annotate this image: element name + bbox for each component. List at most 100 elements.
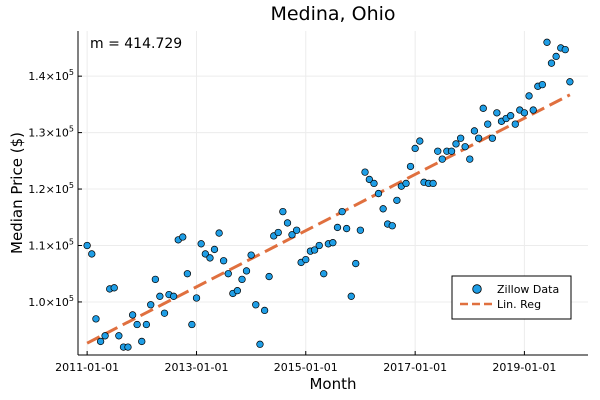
data-point [493, 109, 501, 117]
data-point [183, 270, 192, 278]
x-tick-label: 2011-01-01 [55, 361, 119, 374]
data-point [115, 332, 123, 340]
data-point [288, 231, 296, 239]
data-point [256, 340, 264, 348]
y-tick-label-exponent: 5 [69, 237, 74, 246]
data-point [561, 45, 569, 54]
data-point [151, 275, 160, 284]
y-tick-label-base: 1.0×10 [28, 296, 69, 309]
data-point [479, 104, 487, 112]
y-tick-label: 1.4×105 [28, 68, 74, 83]
y-tick-label-base: 1.1×10 [28, 239, 69, 252]
data-point [206, 254, 214, 262]
data-point [88, 250, 96, 258]
data-point [466, 155, 474, 163]
data-point [215, 229, 223, 237]
y-tick-label-exponent: 5 [69, 181, 74, 190]
x-tick-label: 2015-01-01 [274, 361, 338, 374]
data-point [247, 251, 255, 259]
data-point [511, 120, 519, 128]
ticks: 2011-01-01 2013-01-01 2015-01-01 2017-01-01… [28, 68, 556, 374]
data-point [292, 226, 301, 234]
y-tick-label-base: 1.4×10 [28, 70, 69, 83]
legend-marker-zillow-data [472, 284, 482, 294]
data-point [506, 112, 515, 120]
y-tick-label: 1.2×105 [28, 181, 74, 196]
data-point [224, 270, 232, 278]
y-tick-label-exponent: 5 [69, 294, 74, 303]
data-point [110, 284, 118, 292]
data-point [356, 226, 365, 234]
data-point [452, 140, 460, 148]
data-point [347, 292, 355, 300]
data-point [447, 147, 456, 155]
data-point [128, 311, 137, 319]
y-tick-label-exponent: 5 [69, 68, 74, 77]
x-tick-label: 2019-01-01 [492, 361, 556, 374]
data-point [265, 272, 273, 281]
data-point [279, 207, 287, 216]
data-point [210, 245, 219, 254]
y-tick-label-base: 1.2×10 [28, 183, 69, 196]
data-point [302, 255, 310, 264]
y-tick-label-exponent: 5 [69, 125, 74, 134]
x-tick-label: 2013-01-01 [165, 361, 229, 374]
y-axis-title: Median Price ($) [8, 132, 26, 254]
data-point [260, 306, 269, 315]
data-point [429, 179, 437, 188]
data-point [147, 301, 155, 309]
data-point [434, 147, 442, 155]
data-point [416, 137, 424, 145]
data-point [274, 228, 282, 237]
data-point [188, 320, 196, 329]
data-point [201, 250, 210, 258]
data-point [219, 257, 228, 265]
y-tick-label-base: 1.3×10 [28, 127, 69, 140]
y-tick-label: 1.3×105 [28, 125, 74, 140]
data-point [160, 309, 169, 317]
data-point [197, 240, 205, 248]
x-tick-label: 2017-01-01 [383, 361, 447, 374]
data-point [470, 127, 479, 135]
data-point [379, 205, 387, 213]
data-point [138, 337, 146, 346]
data-point [192, 294, 201, 302]
data-point [283, 219, 292, 227]
data-point [552, 52, 560, 61]
data-point [438, 155, 446, 163]
data-point [538, 80, 547, 89]
plot-frame [77, 31, 588, 356]
data-point [365, 175, 374, 184]
data-point [352, 259, 360, 268]
data-point [370, 179, 378, 188]
data-point [156, 292, 164, 300]
chart-title: Medina, Ohio [270, 3, 395, 25]
data-point [488, 134, 497, 142]
legend: Zillow Data Lin. Reg [451, 275, 572, 320]
data-point [543, 38, 551, 46]
legend-label-lin-reg: Lin. Reg [497, 298, 541, 311]
data-point [142, 320, 151, 329]
data-point [238, 275, 246, 284]
data-point [547, 59, 556, 67]
data-point [361, 168, 369, 176]
data-point [329, 239, 337, 247]
data-point [310, 246, 319, 254]
scatter-layer [83, 38, 574, 351]
data-point [393, 196, 401, 204]
data-point [101, 332, 109, 340]
data-point [233, 287, 242, 295]
data-point [96, 337, 105, 346]
data-point [83, 241, 91, 250]
data-point [169, 292, 178, 300]
data-point [456, 134, 465, 142]
data-point [406, 162, 415, 171]
data-point [124, 343, 132, 351]
data-point [315, 241, 323, 250]
legend-label-zillow-data: Zillow Data [497, 283, 559, 296]
data-point [133, 320, 141, 329]
data-point [484, 120, 492, 128]
y-tick-label: 1.1×105 [28, 237, 74, 252]
